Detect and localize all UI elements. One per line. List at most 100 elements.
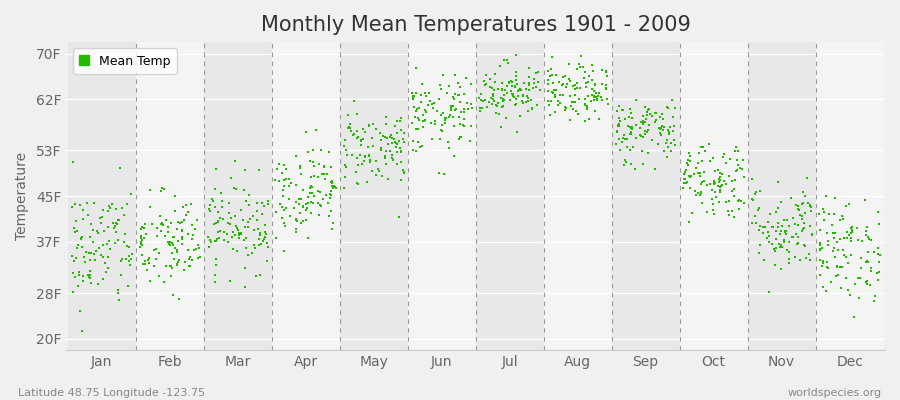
Point bbox=[365, 120, 380, 127]
Point bbox=[626, 114, 640, 121]
Point bbox=[522, 65, 536, 71]
Point bbox=[531, 79, 545, 86]
Point bbox=[448, 106, 463, 113]
Point bbox=[861, 249, 876, 255]
Point bbox=[636, 113, 651, 120]
Point bbox=[568, 82, 582, 88]
Point bbox=[171, 219, 185, 226]
Point bbox=[595, 81, 609, 88]
Point bbox=[753, 223, 768, 229]
Point bbox=[221, 220, 236, 226]
Point bbox=[222, 200, 237, 206]
Point bbox=[137, 235, 151, 242]
Point bbox=[547, 92, 562, 98]
Point bbox=[414, 98, 428, 105]
Point bbox=[838, 254, 852, 260]
Point bbox=[572, 84, 587, 91]
Point bbox=[680, 178, 694, 185]
Point bbox=[208, 204, 222, 210]
Point bbox=[242, 202, 256, 208]
Point bbox=[96, 206, 111, 213]
Point bbox=[688, 188, 702, 194]
Point bbox=[519, 93, 534, 99]
Point bbox=[67, 258, 81, 264]
Point bbox=[406, 138, 420, 144]
Point bbox=[525, 105, 539, 111]
Point bbox=[300, 205, 314, 211]
Point bbox=[633, 125, 647, 132]
Point bbox=[430, 108, 445, 114]
Point bbox=[238, 265, 252, 272]
Point bbox=[697, 178, 711, 184]
Point bbox=[392, 138, 407, 144]
Point bbox=[829, 272, 843, 279]
Point bbox=[436, 110, 451, 116]
Point bbox=[588, 82, 602, 88]
Point bbox=[656, 116, 670, 122]
Point bbox=[648, 119, 662, 126]
Point bbox=[725, 208, 740, 214]
Point bbox=[712, 199, 726, 205]
Point bbox=[232, 232, 247, 238]
Point bbox=[454, 134, 468, 140]
Point bbox=[357, 154, 372, 160]
Point bbox=[478, 82, 492, 88]
Point bbox=[595, 66, 609, 73]
Point bbox=[694, 180, 708, 187]
Point bbox=[396, 130, 410, 136]
Point bbox=[259, 240, 274, 246]
Point bbox=[499, 115, 513, 121]
Point bbox=[221, 239, 236, 245]
Point bbox=[680, 160, 695, 167]
Point bbox=[652, 114, 667, 121]
Point bbox=[665, 96, 680, 103]
Point bbox=[695, 158, 709, 164]
Point bbox=[83, 272, 97, 278]
Point bbox=[510, 128, 525, 135]
Point bbox=[211, 219, 225, 225]
Point bbox=[827, 244, 842, 251]
Point bbox=[443, 112, 457, 118]
Point bbox=[531, 79, 545, 86]
Point bbox=[82, 250, 96, 256]
Point bbox=[847, 314, 861, 320]
Point bbox=[680, 157, 695, 163]
Point bbox=[393, 127, 408, 133]
Point bbox=[423, 98, 437, 104]
Point bbox=[588, 81, 602, 88]
Point bbox=[868, 293, 882, 299]
Point bbox=[779, 228, 794, 234]
Point bbox=[393, 149, 408, 155]
Point bbox=[594, 94, 608, 100]
Point bbox=[274, 200, 288, 207]
Point bbox=[611, 121, 625, 128]
Point bbox=[821, 238, 835, 244]
Point bbox=[186, 247, 201, 253]
Point bbox=[509, 96, 524, 102]
Point bbox=[84, 280, 98, 286]
Point bbox=[863, 282, 878, 288]
Point bbox=[90, 227, 104, 234]
Point bbox=[585, 86, 599, 93]
Point bbox=[820, 259, 834, 266]
Point bbox=[636, 121, 651, 128]
Point bbox=[508, 83, 523, 90]
Point bbox=[544, 98, 559, 105]
Point bbox=[238, 265, 252, 272]
Point bbox=[707, 181, 722, 187]
Point bbox=[92, 245, 106, 251]
Point bbox=[600, 96, 615, 102]
Point bbox=[570, 85, 584, 91]
Point bbox=[64, 204, 78, 210]
Point bbox=[377, 152, 392, 159]
Point bbox=[75, 328, 89, 334]
Point bbox=[465, 105, 480, 111]
Point bbox=[713, 187, 727, 193]
Point bbox=[820, 264, 834, 270]
Point bbox=[851, 295, 866, 302]
Point bbox=[724, 156, 738, 162]
Point bbox=[328, 183, 343, 190]
Point bbox=[148, 247, 162, 253]
Point bbox=[835, 264, 850, 270]
Point bbox=[822, 211, 836, 217]
